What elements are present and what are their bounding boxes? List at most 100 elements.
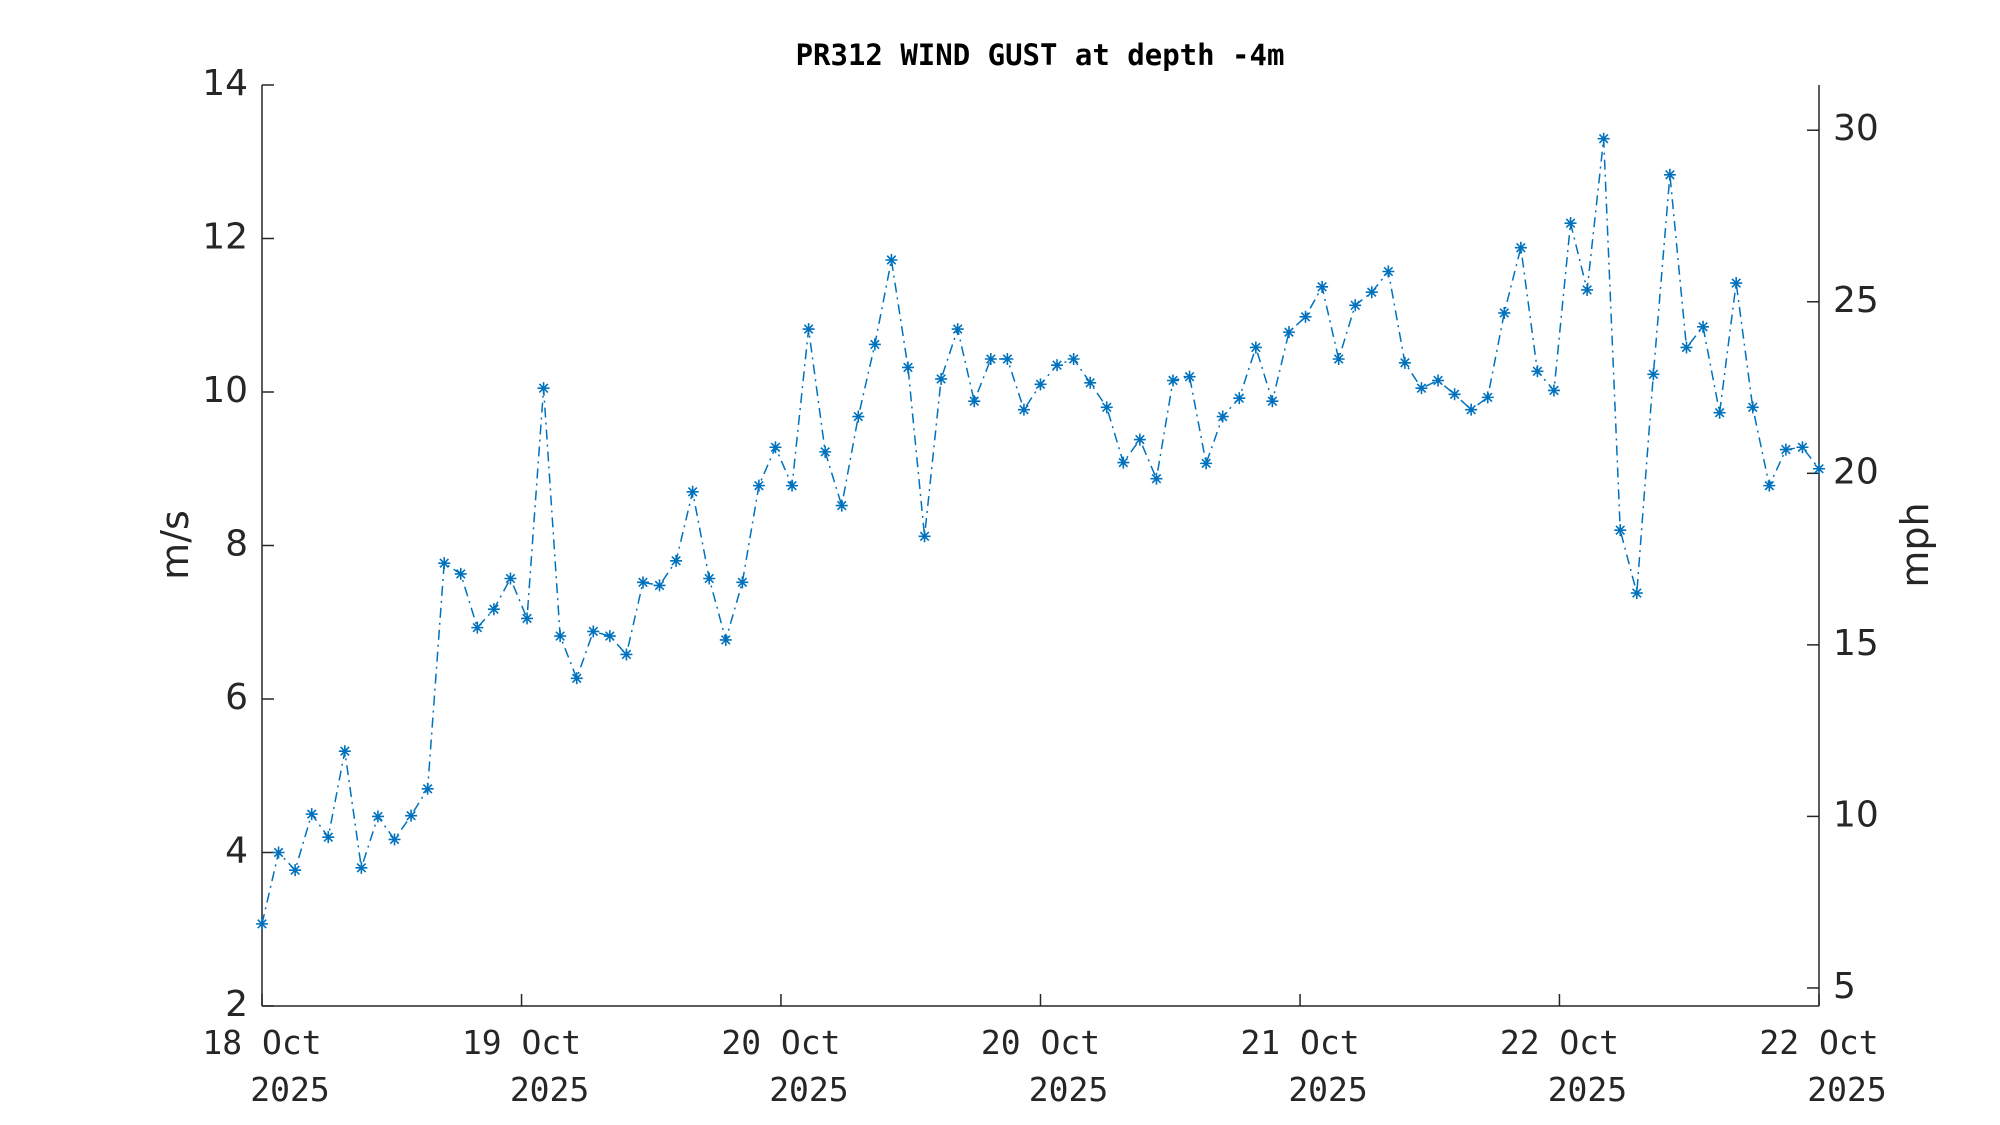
data-marker xyxy=(603,630,616,643)
data-marker xyxy=(918,530,931,543)
data-marker xyxy=(1680,341,1693,354)
data-marker xyxy=(1813,462,1825,475)
data-marker xyxy=(1432,374,1445,387)
data-marker xyxy=(405,809,418,822)
data-marker xyxy=(769,441,782,454)
data-marker xyxy=(653,579,666,592)
data-marker xyxy=(587,625,600,638)
x-tick-label: 20 Oct 2025 xyxy=(981,1023,1108,1109)
data-marker xyxy=(1017,403,1030,416)
data-marker xyxy=(852,410,865,423)
y-tick-label: 10 xyxy=(202,370,248,411)
data-marker xyxy=(554,630,567,643)
data-marker xyxy=(1183,370,1196,383)
data-marker xyxy=(355,861,368,874)
data-marker xyxy=(388,833,401,846)
data-marker xyxy=(670,554,683,567)
data-marker xyxy=(1498,306,1511,319)
data-marker xyxy=(289,864,302,877)
data-marker xyxy=(1200,457,1213,470)
data-marker xyxy=(371,810,384,823)
data-marker xyxy=(984,352,997,365)
data-marker xyxy=(719,633,732,646)
data-marker xyxy=(1001,352,1014,365)
data-marker xyxy=(752,479,765,492)
y-tick-label: 14 xyxy=(202,63,248,104)
data-marker xyxy=(256,917,268,930)
data-marker xyxy=(1763,479,1776,492)
data-marker xyxy=(305,808,318,821)
data-marker xyxy=(1150,472,1163,485)
data-marker xyxy=(1547,384,1560,397)
data-marker xyxy=(438,557,451,570)
data-marker xyxy=(521,612,534,625)
data-marker xyxy=(1647,368,1660,381)
data-marker xyxy=(1051,359,1064,372)
data-marker xyxy=(620,648,633,661)
data-marker xyxy=(885,253,898,266)
data-marker xyxy=(736,576,749,589)
y2-tick-label: 25 xyxy=(1833,280,1879,321)
data-marker xyxy=(1614,524,1627,537)
data-marker xyxy=(537,382,550,395)
data-marker xyxy=(819,445,832,458)
x-tick-label: 22 Oct 2025 xyxy=(1759,1023,1886,1109)
data-marker xyxy=(1133,433,1146,446)
data-marker xyxy=(1316,280,1329,293)
x-tick-label: 21 Oct 2025 xyxy=(1240,1023,1367,1109)
x-tick-label: 20 Oct 2025 xyxy=(721,1023,848,1109)
y-axis-label: m/s xyxy=(153,510,197,580)
y2-tick-label: 30 xyxy=(1833,108,1879,149)
data-marker xyxy=(802,323,815,336)
data-marker xyxy=(951,323,964,336)
y-tick-label: 6 xyxy=(225,677,248,718)
y-tick-label: 8 xyxy=(225,524,248,565)
data-marker xyxy=(1266,395,1279,408)
data-marker xyxy=(901,361,914,374)
data-marker xyxy=(1365,286,1378,299)
data-marker xyxy=(686,485,699,498)
data-marker xyxy=(1481,391,1494,404)
y2-tick-label: 15 xyxy=(1833,623,1879,664)
data-marker xyxy=(338,745,351,758)
data-marker xyxy=(868,338,881,351)
data-marker xyxy=(1630,587,1643,600)
data-marker xyxy=(786,479,799,492)
data-marker xyxy=(1581,283,1594,296)
data-marker xyxy=(1167,374,1180,387)
data-marker xyxy=(1117,456,1130,469)
data-marker xyxy=(454,567,467,580)
data-marker xyxy=(835,499,848,512)
x-tick-label: 19 Oct 2025 xyxy=(462,1023,589,1109)
y-tick-label: 12 xyxy=(202,217,248,258)
data-marker xyxy=(1382,265,1395,278)
data-marker xyxy=(1034,378,1047,391)
data-marker xyxy=(1084,376,1097,389)
data-marker xyxy=(421,782,434,795)
data-marker xyxy=(1746,401,1759,414)
y-tick-label: 2 xyxy=(225,984,248,1025)
data-marker xyxy=(1779,443,1792,456)
data-marker xyxy=(935,372,948,385)
y2-tick-label: 5 xyxy=(1833,966,1856,1007)
data-marker xyxy=(1697,320,1710,333)
data-marker xyxy=(1531,365,1544,378)
y2-tick-label: 10 xyxy=(1833,794,1879,835)
series-line xyxy=(261,138,1820,925)
data-marker xyxy=(1249,341,1262,354)
data-marker xyxy=(1332,352,1345,365)
y2-tick-label: 20 xyxy=(1833,451,1879,492)
data-marker xyxy=(1067,352,1080,365)
data-marker xyxy=(1796,441,1809,454)
data-marker xyxy=(487,603,500,616)
y-tick-label: 4 xyxy=(225,831,248,872)
data-marker xyxy=(1465,403,1478,416)
data-marker xyxy=(570,672,583,685)
data-marker xyxy=(1597,132,1610,145)
data-marker xyxy=(1299,310,1312,323)
x-tick-label: 18 Oct 2025 xyxy=(202,1023,329,1109)
data-marker xyxy=(1398,356,1411,369)
data-marker xyxy=(968,395,981,408)
